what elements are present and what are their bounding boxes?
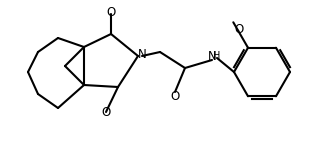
Text: O: O (101, 106, 111, 120)
Text: H: H (213, 51, 221, 61)
Text: N: N (137, 48, 147, 61)
Text: O: O (234, 23, 244, 36)
Text: O: O (170, 91, 180, 103)
Text: O: O (106, 7, 116, 20)
Text: N: N (208, 50, 216, 62)
